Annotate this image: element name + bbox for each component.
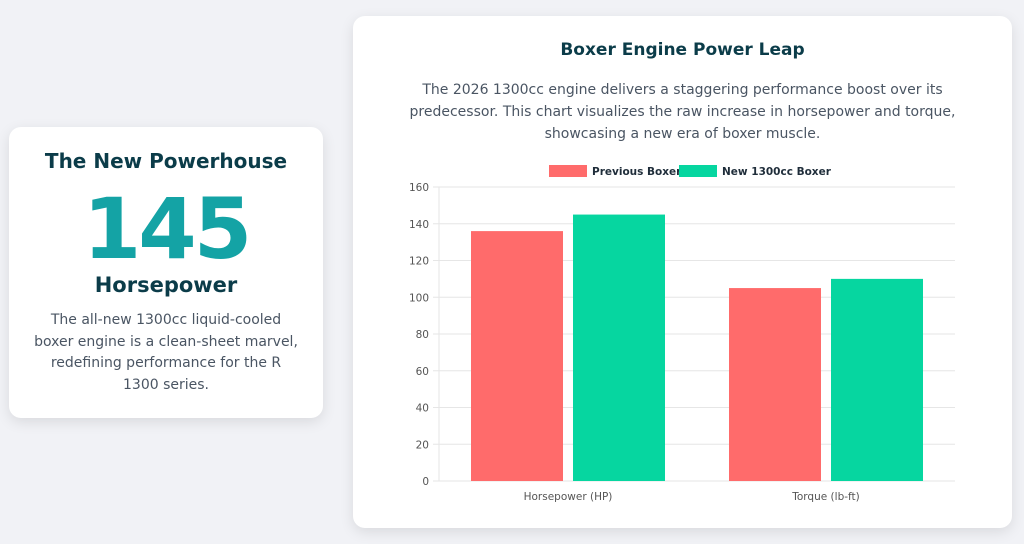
summary-card: The New Powerhouse 145 Horsepower The al… bbox=[9, 127, 323, 418]
y-tick-label: 20 bbox=[416, 439, 429, 451]
summary-title: The New Powerhouse bbox=[44, 149, 288, 173]
y-tick-label: 160 bbox=[409, 182, 429, 194]
y-tick-label: 100 bbox=[409, 292, 429, 304]
y-tick-label: 80 bbox=[416, 329, 429, 341]
x-tick-label: Horsepower (HP) bbox=[524, 491, 613, 503]
chart-description: The 2026 1300cc engine delivers a stagge… bbox=[409, 82, 956, 142]
bar-previous-1 bbox=[729, 288, 821, 481]
chart-title: Boxer Engine Power Leap bbox=[560, 40, 805, 60]
chart-card: Boxer Engine Power Leap The 2026 1300cc … bbox=[353, 16, 1012, 528]
bar-chart: 0 20 40 60 80 100 120 140 160 Horsepower (HP) Torq… bbox=[409, 165, 955, 503]
y-tick-label: 40 bbox=[416, 403, 429, 415]
y-tick-label: 120 bbox=[409, 256, 429, 268]
summary-description: The all-new 1300cc liquid-cooled boxer e… bbox=[34, 312, 298, 393]
horsepower-number: 145 bbox=[82, 180, 252, 278]
horsepower-unit: Horsepower bbox=[94, 273, 238, 297]
x-tick-label: Torque (lb-ft) bbox=[791, 491, 860, 503]
y-tick-label: 60 bbox=[416, 366, 429, 378]
legend-swatch-1 bbox=[679, 165, 717, 177]
bar-previous-0 bbox=[471, 231, 563, 481]
y-tick-label: 140 bbox=[409, 219, 429, 231]
bar-new-1 bbox=[831, 278, 923, 481]
legend-label-0: Previous Boxer bbox=[592, 166, 682, 178]
legend-label-1: New 1300cc Boxer bbox=[722, 166, 832, 178]
y-tick-label: 0 bbox=[422, 476, 429, 488]
legend-swatch-0 bbox=[549, 165, 587, 177]
bar-new-0 bbox=[573, 214, 665, 481]
